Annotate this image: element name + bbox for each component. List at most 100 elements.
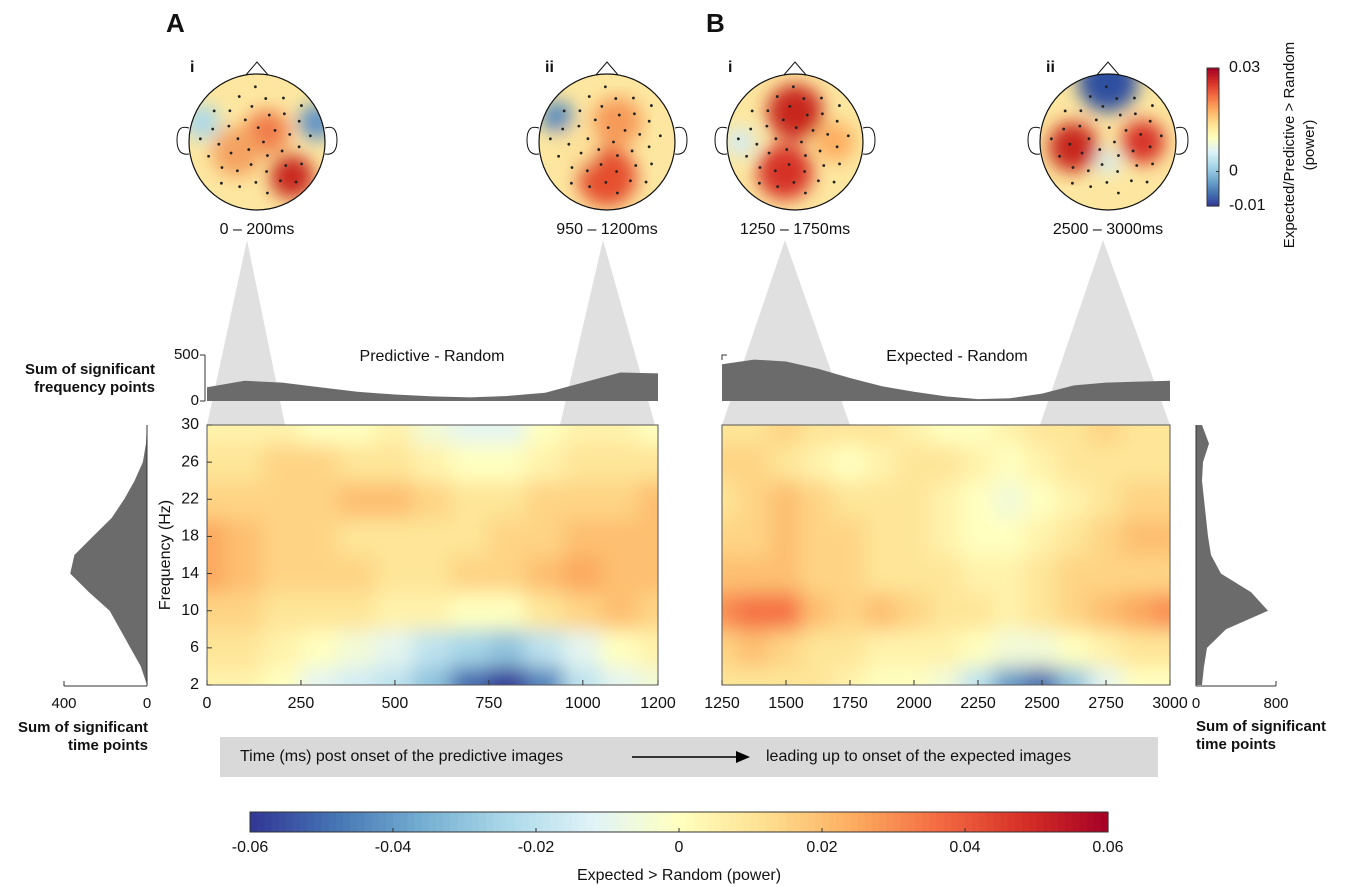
colorbar-swatch	[1207, 139, 1219, 143]
scalp-outline	[1039, 73, 1177, 211]
electrode	[219, 181, 223, 185]
heatmap-cell	[993, 479, 1027, 519]
electrode	[262, 140, 265, 144]
heatmap-cell	[638, 516, 658, 556]
electrode	[236, 137, 240, 141]
heatmap-cell	[769, 665, 803, 685]
colorbar-swatch	[1007, 812, 1016, 832]
heatmap-cell	[801, 479, 835, 519]
electrode	[235, 169, 239, 173]
heatmap-cell	[1057, 442, 1091, 482]
heatmap-cell	[769, 425, 803, 445]
colorbar-swatch	[1207, 81, 1219, 85]
electrode	[804, 154, 807, 157]
electrode	[835, 145, 839, 149]
panel-label: B	[706, 8, 725, 38]
heatmap-cell	[722, 442, 739, 482]
heatmap-cell	[262, 554, 302, 594]
heatmap-cell	[412, 628, 453, 668]
colorbar-swatch	[1207, 164, 1219, 168]
heatmap-cell	[897, 628, 931, 668]
heatmap-cell	[299, 442, 340, 482]
y-tick-label: 6	[190, 639, 199, 656]
electrode	[755, 142, 759, 146]
heatmap-cells	[207, 425, 658, 685]
heatmap-cell	[961, 591, 995, 631]
electrode	[577, 124, 581, 128]
colorbar-swatch	[1207, 132, 1219, 136]
electrode	[569, 181, 573, 185]
electrode	[1159, 134, 1163, 138]
heatmap-cell	[337, 425, 378, 445]
colorbar-swatch	[550, 812, 559, 832]
colorbar-swatch	[1207, 84, 1219, 87]
heatmap-cell	[1121, 516, 1155, 556]
heatmap-cell	[638, 554, 658, 594]
heatmap-cell	[207, 665, 227, 685]
heatmap-cell	[833, 425, 867, 445]
electrode	[254, 180, 258, 184]
colorbar-swatch	[736, 812, 744, 832]
heatmap-cell	[865, 479, 899, 519]
heatmap-cell	[1025, 591, 1059, 631]
heatmap-cell	[563, 628, 603, 668]
x-tick-label: 1000	[565, 695, 601, 712]
colorbar-swatch	[986, 812, 995, 832]
colorbar-swatch	[750, 812, 759, 832]
heatmap-cell	[865, 591, 899, 631]
y-tick-label: 2	[190, 676, 199, 693]
electrode	[803, 170, 806, 173]
electrode	[604, 180, 608, 184]
electrode	[1131, 149, 1135, 153]
x-tick-label: 1750	[832, 695, 868, 712]
electrode	[757, 181, 761, 185]
colorbar-swatch	[1207, 114, 1219, 117]
electrode	[266, 191, 269, 195]
heatmap-cell	[993, 628, 1027, 668]
heatmap-cell	[722, 591, 739, 631]
heatmap-cell	[487, 442, 528, 482]
colorbar-swatch	[278, 812, 287, 832]
ear	[324, 126, 338, 155]
colorbar-swatch	[1207, 183, 1219, 186]
colorbar-tick-label: -0.02	[518, 839, 555, 856]
colorbar-swatch	[485, 812, 494, 832]
electrode	[835, 119, 839, 123]
heatmap-cell	[1057, 425, 1091, 445]
colorbar-swatch	[1207, 201, 1219, 205]
heatmap-cell	[299, 554, 340, 594]
heatmap-cell	[865, 425, 899, 445]
colorbar-swatch	[907, 812, 916, 832]
electrode	[297, 145, 301, 149]
colorbar-swatch	[586, 812, 594, 832]
electrode	[578, 109, 582, 113]
heatmap-cell	[1025, 479, 1059, 519]
electrode	[211, 127, 215, 131]
x-tick-label: 0	[1192, 695, 1200, 712]
electrode	[600, 104, 604, 108]
heatmap-cell	[929, 665, 963, 685]
colorbar-swatch	[972, 812, 980, 832]
colorbar-swatch	[900, 812, 909, 832]
electrode	[1148, 119, 1152, 123]
ear	[714, 126, 728, 155]
colorbar-tick-label: 0.06	[1092, 839, 1123, 856]
heatmap-cell	[224, 516, 265, 556]
colorbar-swatch	[1207, 70, 1219, 74]
heatmap-cell	[737, 442, 771, 482]
electrode	[1105, 180, 1109, 184]
colorbar-swatch	[1207, 120, 1219, 124]
scalp-outline	[726, 73, 864, 211]
electrode	[826, 132, 830, 136]
heatmap-cell	[638, 665, 658, 685]
axis-corner	[721, 354, 727, 360]
axis-label: time points	[68, 737, 148, 754]
colorbar-title: Expected > Random (power)	[577, 867, 781, 884]
electrode	[1086, 169, 1090, 173]
colorbar-swatch	[965, 812, 973, 832]
heatmap-cell	[525, 591, 566, 631]
axis-label: Sum of significant	[18, 719, 148, 736]
electrode	[832, 180, 836, 184]
heatmap-cell	[801, 516, 835, 556]
area	[722, 359, 1170, 401]
